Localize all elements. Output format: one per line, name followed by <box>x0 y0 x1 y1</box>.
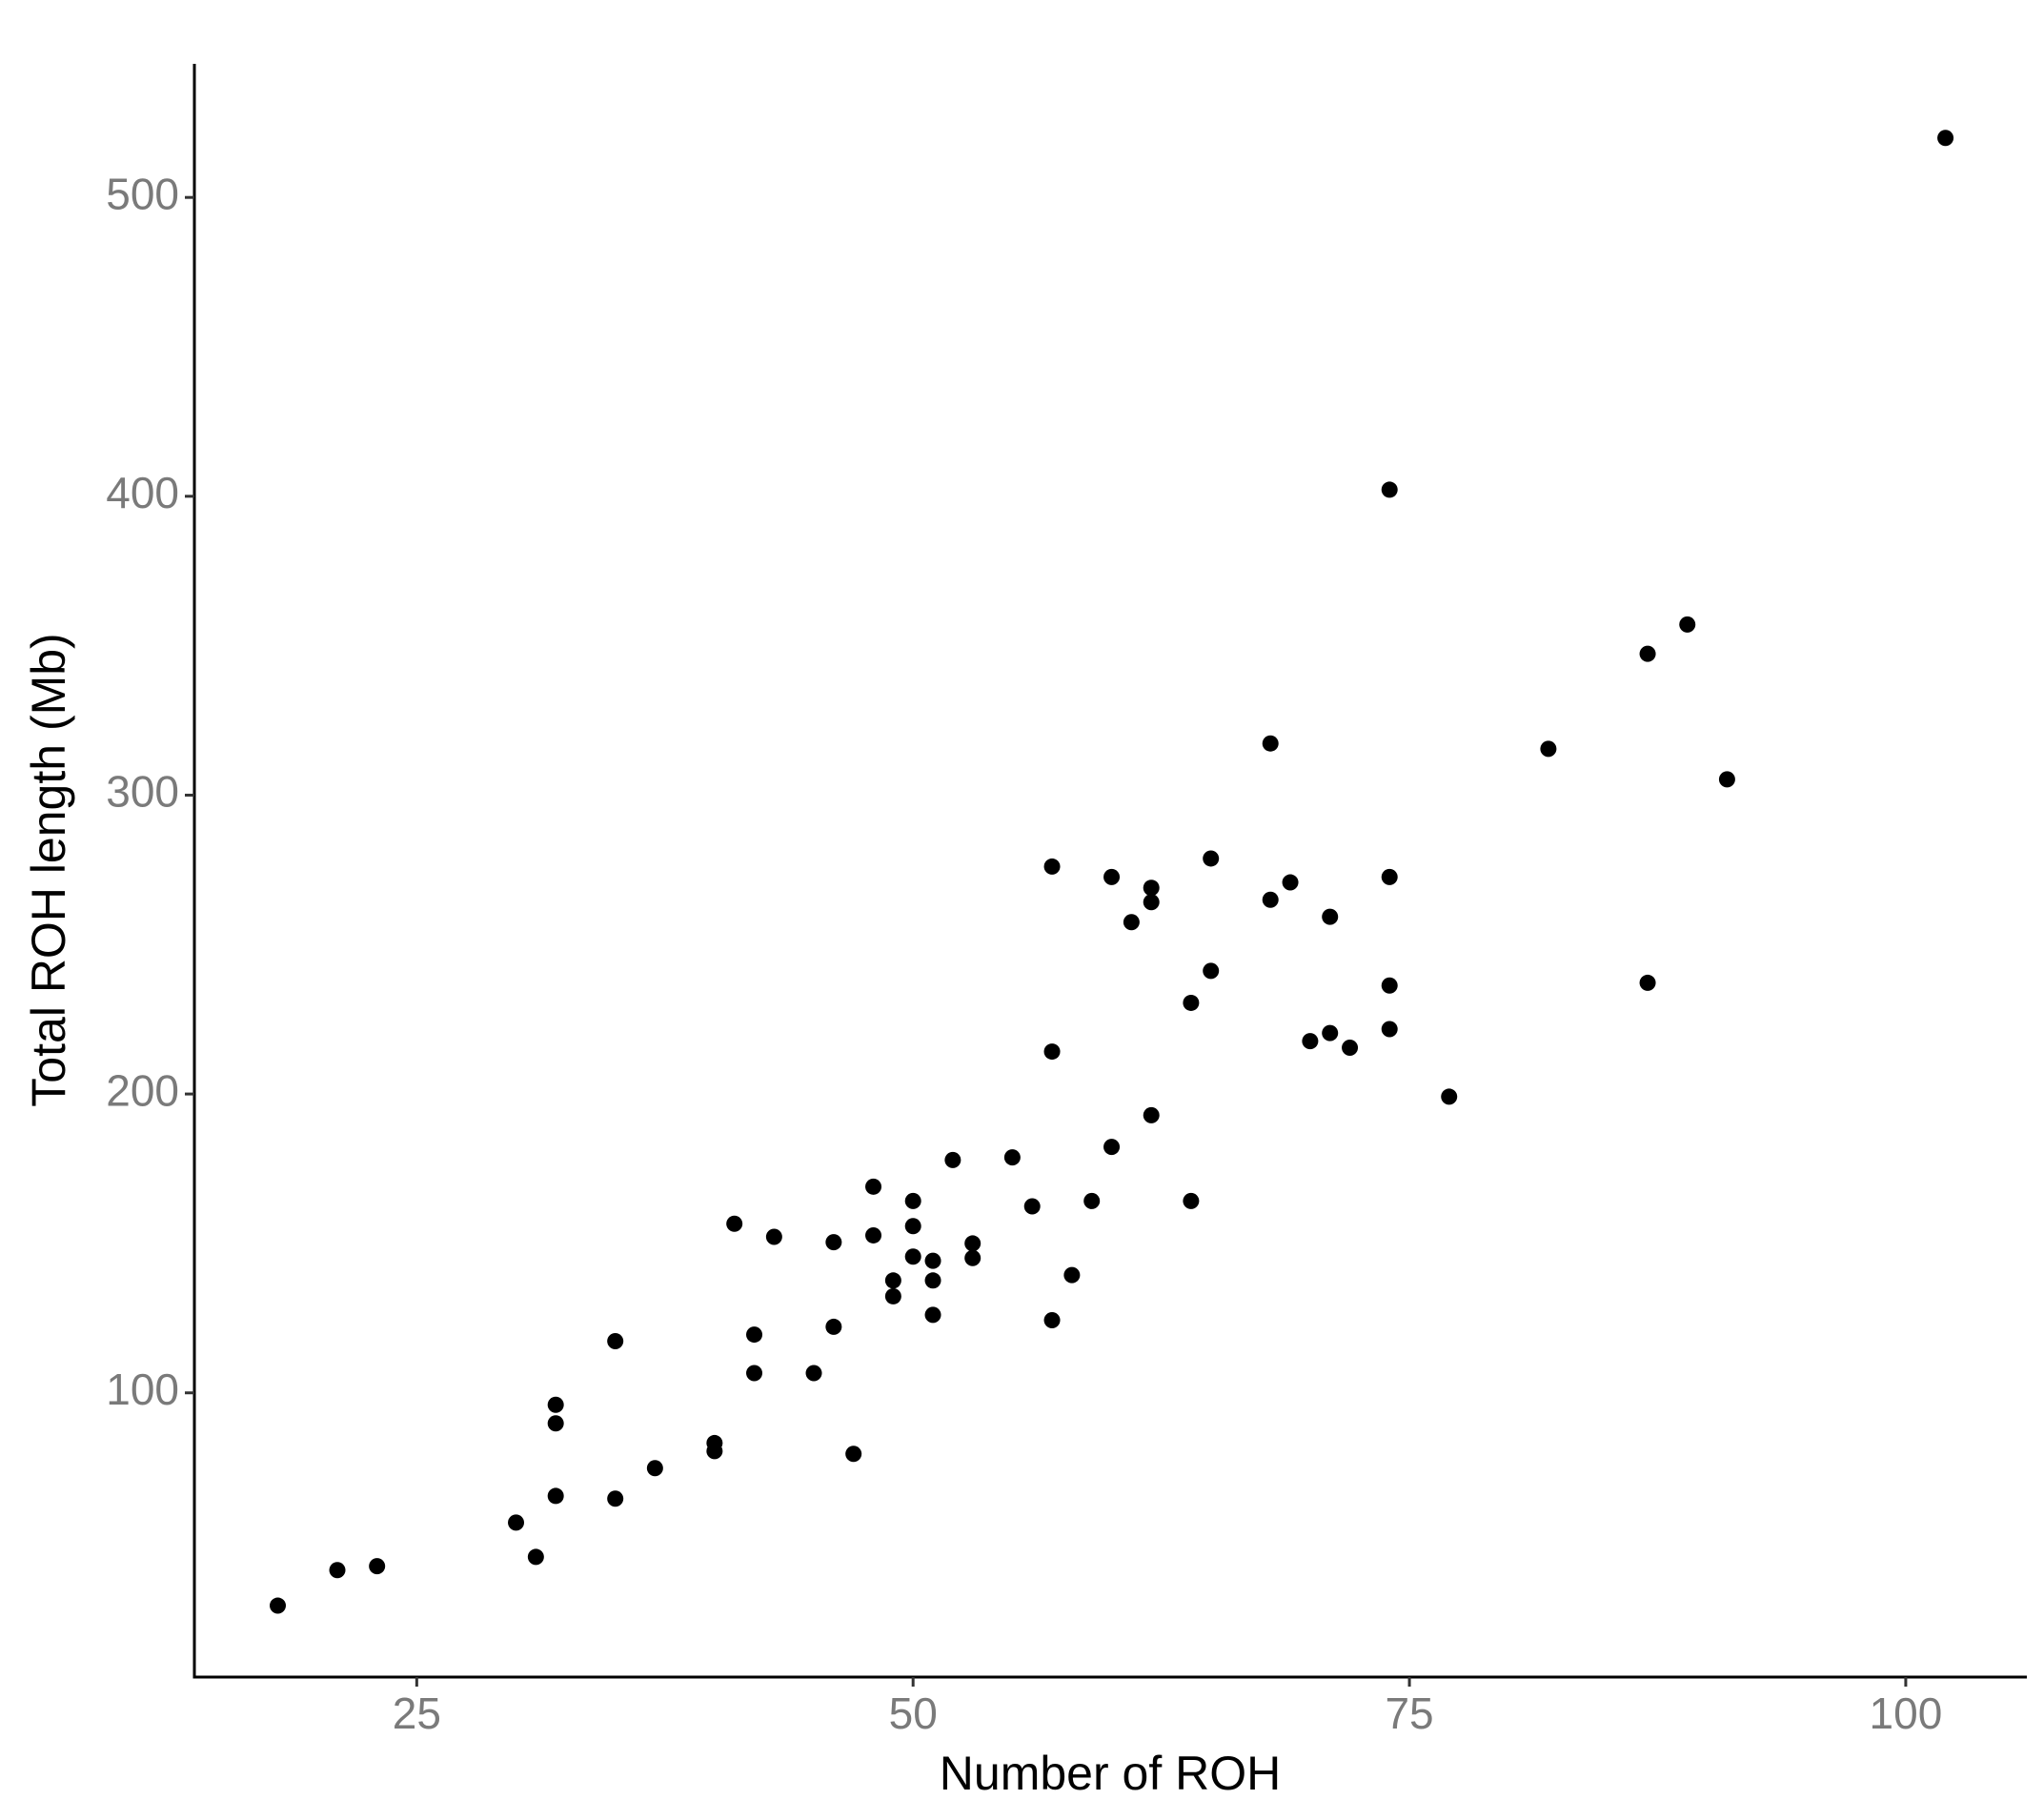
point <box>547 1415 564 1432</box>
point <box>1441 1088 1458 1105</box>
point <box>1203 850 1220 867</box>
point <box>904 1248 921 1265</box>
point <box>1023 1198 1041 1215</box>
x-tick-label: 100 <box>1870 1689 1943 1738</box>
point <box>706 1443 723 1460</box>
x-tick-label: 75 <box>1385 1689 1433 1738</box>
point <box>1123 914 1140 931</box>
point <box>1381 977 1398 994</box>
point <box>1322 908 1339 925</box>
point <box>1143 1106 1160 1123</box>
x-axis-title: Number of ROH <box>940 1747 1281 1800</box>
point <box>1381 1021 1398 1038</box>
point <box>924 1252 941 1269</box>
point <box>1282 874 1299 891</box>
point <box>607 1332 624 1349</box>
y-tick-label: 400 <box>106 468 179 517</box>
point <box>964 1249 982 1266</box>
point <box>508 1514 525 1531</box>
y-tick-label: 500 <box>106 169 179 218</box>
point <box>1262 735 1279 752</box>
point <box>865 1178 882 1195</box>
point <box>746 1326 763 1344</box>
point <box>1540 740 1557 758</box>
x-tick-label: 50 <box>889 1689 938 1738</box>
point <box>1103 1139 1121 1156</box>
point <box>646 1460 663 1477</box>
point <box>1381 481 1398 498</box>
point <box>1043 1043 1061 1061</box>
point <box>1937 130 1954 147</box>
point <box>825 1318 842 1335</box>
point <box>924 1272 941 1289</box>
point <box>1103 868 1121 885</box>
point <box>527 1548 544 1566</box>
point <box>1063 1266 1081 1284</box>
x-tick-label: 25 <box>393 1689 441 1738</box>
point <box>1718 771 1735 788</box>
point <box>1639 645 1656 662</box>
point <box>547 1396 564 1413</box>
point <box>726 1215 743 1232</box>
y-axis-title: Total ROH length (Mb) <box>22 633 75 1106</box>
point <box>765 1228 782 1245</box>
point <box>1302 1033 1319 1050</box>
point <box>1639 974 1656 991</box>
point <box>1679 616 1696 633</box>
point <box>865 1226 882 1244</box>
point <box>329 1562 346 1579</box>
point <box>1183 1192 1200 1209</box>
point <box>746 1365 763 1382</box>
point <box>1183 994 1200 1011</box>
point <box>1043 858 1061 875</box>
point <box>1083 1192 1101 1209</box>
point <box>1322 1024 1339 1041</box>
point <box>1143 894 1160 911</box>
point <box>1262 891 1279 908</box>
point <box>369 1558 386 1575</box>
point <box>1342 1039 1359 1056</box>
point <box>884 1272 901 1289</box>
point <box>884 1287 901 1304</box>
point <box>845 1446 862 1463</box>
point <box>547 1487 564 1505</box>
point <box>270 1597 287 1614</box>
y-tick-label: 100 <box>106 1365 179 1414</box>
y-tick-label: 300 <box>106 767 179 817</box>
point <box>1203 962 1220 980</box>
point <box>1003 1149 1021 1166</box>
point <box>964 1235 982 1252</box>
y-tick-label: 200 <box>106 1065 179 1115</box>
point <box>607 1490 624 1507</box>
point <box>805 1365 822 1382</box>
point <box>924 1306 941 1324</box>
point <box>1143 880 1160 897</box>
point <box>1381 868 1398 885</box>
point <box>944 1151 961 1168</box>
point <box>904 1192 921 1209</box>
point <box>904 1218 921 1235</box>
point <box>825 1234 842 1251</box>
point <box>1043 1312 1061 1329</box>
